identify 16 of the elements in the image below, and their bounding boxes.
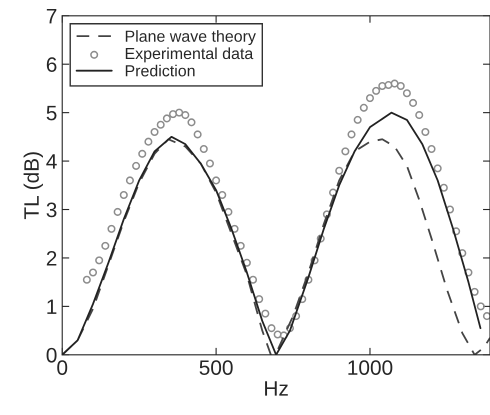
y-tick-label: 4: [46, 154, 57, 169]
y-tick-label: 0: [46, 348, 57, 363]
x-tick-label: 0: [57, 360, 68, 375]
y-tick-label: 3: [46, 202, 56, 218]
y-tick-label: 2: [46, 250, 56, 266]
y-tick-label: 7: [46, 8, 56, 24]
y-tick-label: 6: [46, 57, 56, 72]
y-tick-label: 1: [47, 300, 56, 314]
x-axis-title: Hz: [265, 381, 288, 396]
x-tick-label: 500: [200, 360, 233, 375]
legend-label: Plane wave theory: [126, 30, 256, 46]
legend-label: Experimental data: [126, 47, 254, 62]
y-tick-label: 5: [46, 106, 56, 120]
legend-label: Prediction: [126, 64, 195, 76]
x-tick-label: 1000: [348, 360, 392, 375]
y-axis-title: TL (dB): [24, 152, 43, 220]
